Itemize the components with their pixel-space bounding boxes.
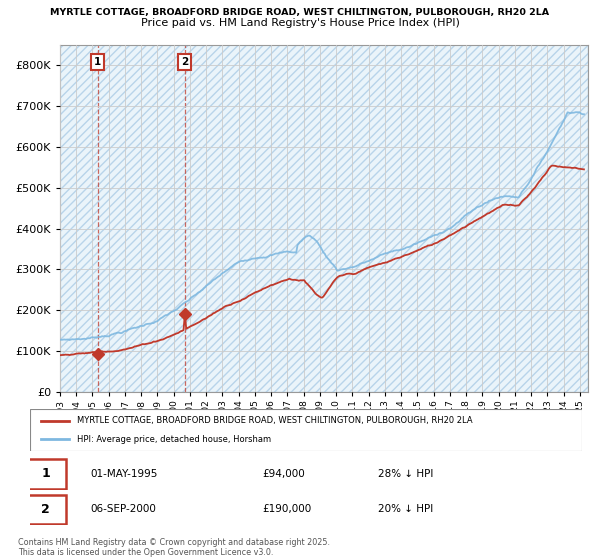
Text: £94,000: £94,000 (262, 469, 305, 479)
FancyBboxPatch shape (25, 494, 66, 524)
Text: Contains HM Land Registry data © Crown copyright and database right 2025.
This d: Contains HM Land Registry data © Crown c… (18, 538, 330, 557)
Text: MYRTLE COTTAGE, BROADFORD BRIDGE ROAD, WEST CHILTINGTON, PULBOROUGH, RH20 2LA: MYRTLE COTTAGE, BROADFORD BRIDGE ROAD, W… (77, 416, 473, 425)
Text: 1: 1 (41, 467, 50, 480)
Text: 1: 1 (94, 57, 101, 67)
Text: 28% ↓ HPI: 28% ↓ HPI (378, 469, 433, 479)
Text: 06-SEP-2000: 06-SEP-2000 (91, 504, 157, 514)
Text: 2: 2 (41, 502, 50, 516)
Text: £190,000: £190,000 (262, 504, 311, 514)
Text: 01-MAY-1995: 01-MAY-1995 (91, 469, 158, 479)
Text: HPI: Average price, detached house, Horsham: HPI: Average price, detached house, Hors… (77, 435, 271, 444)
FancyBboxPatch shape (25, 459, 66, 489)
Text: Price paid vs. HM Land Registry's House Price Index (HPI): Price paid vs. HM Land Registry's House … (140, 18, 460, 28)
Text: MYRTLE COTTAGE, BROADFORD BRIDGE ROAD, WEST CHILTINGTON, PULBOROUGH, RH20 2LA: MYRTLE COTTAGE, BROADFORD BRIDGE ROAD, W… (50, 8, 550, 17)
Text: 20% ↓ HPI: 20% ↓ HPI (378, 504, 433, 514)
Text: 2: 2 (181, 57, 188, 67)
